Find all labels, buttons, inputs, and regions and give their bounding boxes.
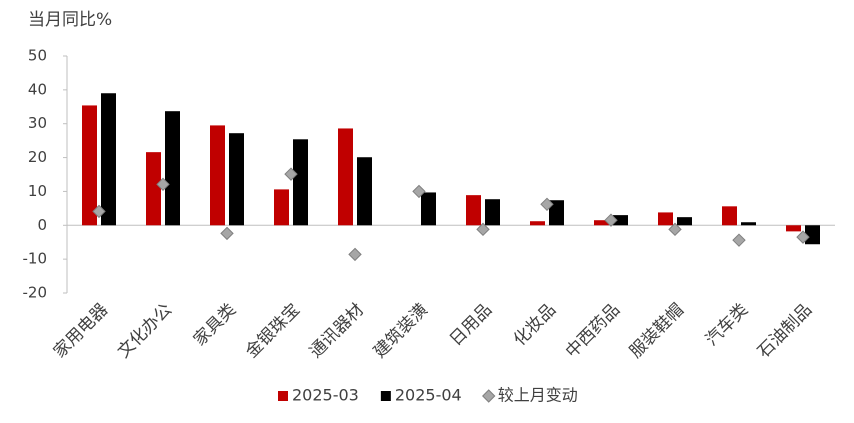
x-tick-label: 文化办公 — [114, 300, 176, 362]
x-tick-label: 汽车类 — [702, 300, 752, 350]
change-marker — [796, 230, 810, 244]
bar — [101, 93, 116, 226]
change-marker — [412, 184, 426, 199]
change-marker — [604, 213, 618, 227]
y-tick-label: 40 — [28, 80, 47, 98]
x-tick-label: 日用品 — [446, 300, 496, 350]
x-tick-label: 中西药品 — [562, 300, 624, 362]
change-marker — [540, 197, 554, 212]
bar — [466, 195, 481, 226]
x-tick-label: 家用电器 — [50, 300, 112, 362]
bar — [338, 128, 353, 226]
x-tick-label: 石油制品 — [754, 300, 816, 362]
bar — [613, 215, 628, 226]
y-tick-label: 20 — [28, 148, 47, 166]
bar — [786, 225, 801, 232]
bar — [677, 217, 692, 226]
bar — [594, 220, 609, 226]
bar — [805, 225, 820, 245]
bar — [722, 206, 737, 226]
legend-label: 2025-03 — [292, 386, 359, 405]
change-marker — [668, 222, 682, 237]
change-marker — [220, 226, 234, 241]
legend-marker — [482, 389, 496, 403]
x-tick-label: 化妆品 — [510, 300, 560, 350]
y-tick-label: 10 — [28, 182, 47, 200]
y-axis-title: 当月同比% — [28, 10, 112, 30]
change-marker — [284, 167, 298, 181]
change-marker — [348, 247, 362, 262]
bar — [357, 157, 372, 226]
bar — [741, 222, 756, 226]
bar — [658, 212, 673, 226]
bar — [530, 221, 545, 226]
bar — [229, 133, 244, 226]
legend-label: 较上月变动 — [498, 386, 578, 405]
y-tick-label: 30 — [28, 114, 47, 132]
x-tick-label: 建筑装潢 — [370, 300, 432, 362]
legend-marker — [380, 391, 391, 401]
bar — [274, 189, 289, 226]
bar — [82, 105, 97, 226]
bar — [293, 139, 308, 226]
y-tick-label: 50 — [28, 47, 47, 65]
legend-label: 2025-04 — [395, 386, 462, 405]
bar — [210, 125, 225, 226]
y-tick-label: -20 — [23, 284, 48, 302]
x-tick-label: 家具类 — [190, 300, 240, 350]
y-tick-label: -10 — [23, 250, 48, 268]
y-tick-label: 0 — [37, 216, 47, 234]
bar — [421, 192, 436, 226]
bar — [485, 199, 500, 226]
bar — [549, 200, 564, 226]
bar — [146, 152, 161, 226]
change-marker — [92, 204, 106, 219]
change-marker — [732, 233, 746, 247]
x-tick-label: 服装鞋帽 — [626, 300, 688, 362]
x-tick-label: 通讯器材 — [306, 300, 368, 362]
legend-marker — [278, 391, 288, 401]
change-marker — [156, 177, 170, 192]
change-marker — [476, 222, 490, 237]
x-tick-label: 金银珠宝 — [242, 300, 304, 362]
bar — [165, 111, 180, 226]
